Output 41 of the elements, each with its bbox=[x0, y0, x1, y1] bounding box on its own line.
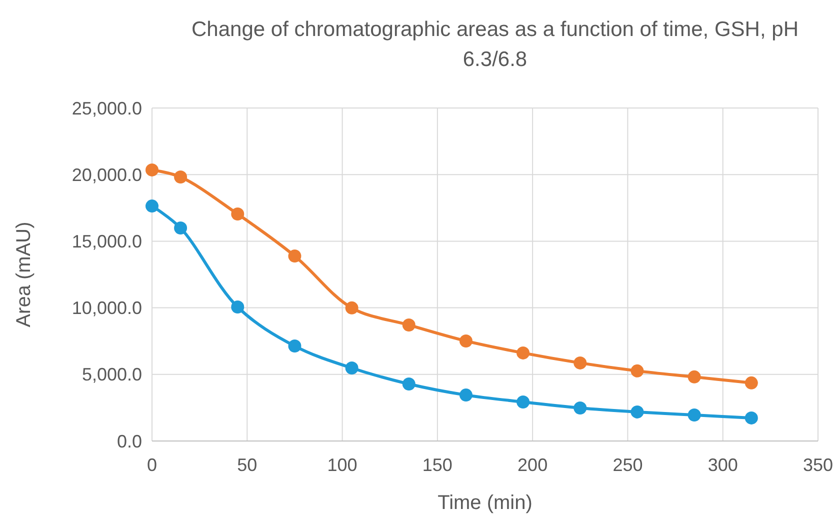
x-tick-label: 100 bbox=[327, 455, 358, 475]
point bbox=[744, 376, 758, 390]
point bbox=[574, 401, 587, 414]
point bbox=[516, 346, 530, 360]
x-axis-title: Time (min) bbox=[438, 492, 532, 514]
x-tick-label: 0 bbox=[146, 455, 158, 475]
point bbox=[688, 408, 701, 422]
point bbox=[459, 334, 472, 348]
x-tick-label: 200 bbox=[518, 455, 548, 475]
y-tick-label: 25,000.0 bbox=[72, 98, 142, 118]
point bbox=[402, 377, 416, 390]
point bbox=[630, 405, 644, 418]
x-tick-label: 350 bbox=[802, 455, 833, 475]
y-tick-label: 15,000.0 bbox=[72, 232, 142, 252]
x-tick-label: 150 bbox=[422, 455, 452, 475]
point bbox=[146, 163, 158, 176]
point bbox=[231, 300, 244, 314]
point bbox=[345, 362, 358, 375]
point bbox=[146, 200, 158, 213]
point bbox=[630, 364, 644, 378]
point bbox=[174, 222, 188, 235]
point bbox=[288, 249, 302, 262]
y-axis-title: Area (mAU) bbox=[13, 222, 35, 328]
point bbox=[688, 370, 701, 384]
point bbox=[516, 395, 530, 408]
point bbox=[402, 318, 416, 332]
y-tick-label: 10,000.0 bbox=[72, 298, 142, 318]
point bbox=[345, 301, 358, 314]
point bbox=[174, 170, 188, 184]
point bbox=[231, 208, 244, 221]
y-tick-label: 20,000.0 bbox=[72, 164, 142, 185]
x-tick-label: 250 bbox=[612, 455, 643, 475]
point bbox=[744, 411, 758, 424]
x-tick-label: 300 bbox=[708, 455, 738, 475]
y-tick-label: 0.0 bbox=[116, 431, 142, 452]
point bbox=[459, 388, 472, 402]
y-tick-label: 5,000.0 bbox=[82, 364, 142, 385]
chart-title: Change of chromatographic areas as a function of time, GSH, pH 6.3/6.8 bbox=[192, 18, 798, 71]
point bbox=[288, 340, 302, 353]
x-tick-label: 50 bbox=[237, 455, 258, 475]
point bbox=[574, 356, 587, 370]
